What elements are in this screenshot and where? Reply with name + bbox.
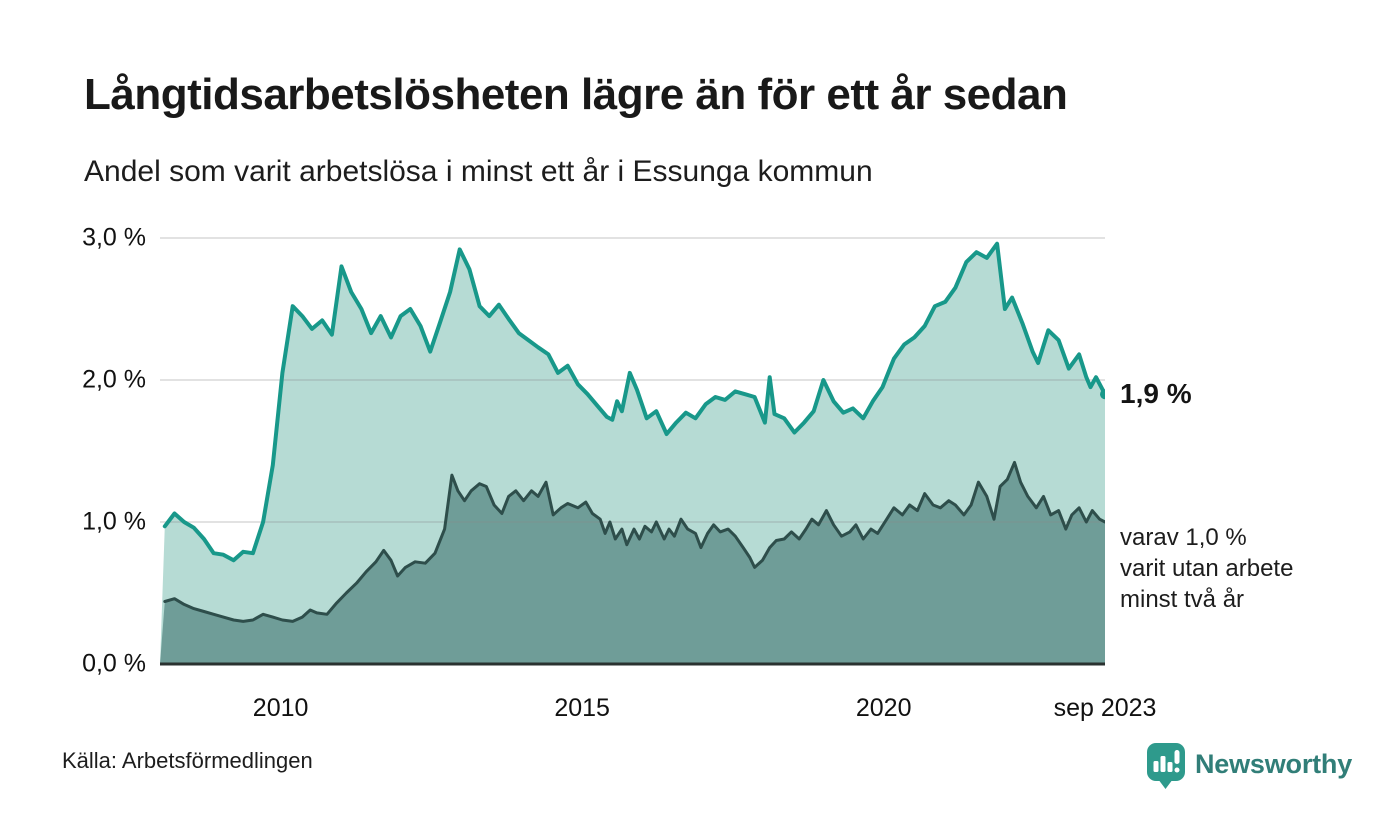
- source-credit: Källa: Arbetsförmedlingen: [62, 748, 313, 773]
- series-line-1: [163, 460, 1105, 623]
- y-tick-label: 3,0 %: [82, 223, 146, 252]
- newsworthy-logo[interactable]: Newsworthy: [1146, 742, 1352, 790]
- x-tick-label: 2010: [252, 694, 309, 722]
- series-end-dot: [1100, 389, 1105, 400]
- newsworthy-chart-bubble-icon: [1146, 742, 1186, 790]
- y-tick-label: 2,0 %: [82, 365, 146, 394]
- x-tick-label: sep 2023: [1053, 694, 1157, 722]
- newsworthy-wordmark: Newsworthy: [1195, 749, 1353, 779]
- y-tick-label: 0,0 %: [82, 649, 146, 678]
- area-fill-1: [160, 462, 1105, 664]
- x-tick-label: 2015: [554, 694, 610, 722]
- two-year-annotation-line3: minst två år: [1120, 586, 1245, 613]
- page-subtitle: Andel som varit arbetslösa i minst ett å…: [84, 155, 873, 188]
- series-line-0: [162, 241, 1105, 563]
- two-year-annotation-line1: varav 1,0 %: [1120, 524, 1247, 551]
- latest-value-label: 1,9 %: [1120, 378, 1192, 409]
- page-title: Långtidsarbetslösheten lägre än för ett …: [84, 70, 1068, 119]
- two-year-annotation: varav 1,0 % varit utan arbete minst två …: [1120, 522, 1293, 615]
- y-tick-label: 1,0 %: [82, 507, 146, 536]
- area-chart: [160, 237, 1105, 666]
- x-tick-label: 2020: [855, 694, 912, 722]
- two-year-annotation-line2: varit utan arbete: [1120, 555, 1294, 582]
